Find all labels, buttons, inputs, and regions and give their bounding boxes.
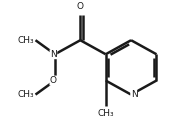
- Text: N: N: [50, 50, 57, 59]
- Text: CH₃: CH₃: [17, 90, 34, 99]
- Text: N: N: [131, 90, 137, 99]
- Text: CH₃: CH₃: [97, 109, 114, 118]
- Text: CH₃: CH₃: [17, 36, 34, 45]
- Text: O: O: [50, 76, 57, 85]
- Text: O: O: [77, 2, 84, 11]
